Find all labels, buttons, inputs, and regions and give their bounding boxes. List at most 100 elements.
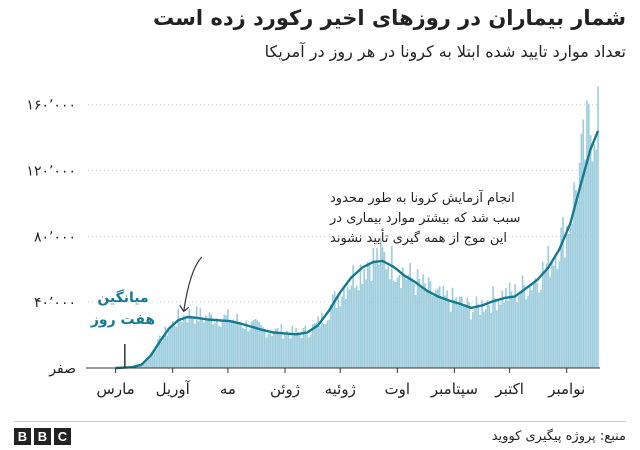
daily-bar [219,326,222,368]
daily-bar [589,135,592,368]
daily-bar [214,322,216,368]
daily-bar [322,323,325,368]
daily-bar [157,338,159,368]
daily-bar [416,269,419,368]
daily-bar [238,322,240,368]
daily-bar [536,282,539,368]
daily-bar [484,309,487,368]
series-label: هفت روز [90,312,155,328]
daily-bar [455,297,458,368]
daily-bar [486,299,489,368]
daily-bar [199,308,202,368]
daily-bar [247,331,250,368]
footer-divider [14,421,626,422]
daily-bar [350,285,353,368]
daily-bar [147,358,150,368]
daily-bar [413,283,415,368]
daily-bar [492,286,494,368]
daily-bar [567,233,570,368]
bbc-logo: B B C [14,428,71,445]
daily-bar [337,295,340,368]
daily-bar [317,316,319,368]
daily-bar [405,279,408,368]
daily-bar [182,314,185,368]
daily-bar [436,288,439,368]
daily-bar [418,278,421,368]
daily-bar [332,294,334,368]
daily-bar [586,100,588,368]
daily-bar [514,284,516,368]
daily-bar [440,297,443,368]
daily-bar [155,350,157,368]
daily-bar [341,296,343,368]
x-tick-label: اکتبر [494,380,524,398]
daily-bar [477,304,480,368]
daily-bar [392,280,395,368]
daily-bar [403,275,406,368]
daily-bar [241,327,244,368]
daily-bar [297,332,299,368]
daily-bar [367,261,369,368]
daily-bar [153,351,156,368]
daily-bar [330,304,332,368]
daily-bar [287,333,290,368]
daily-bar [197,321,200,368]
daily-bar [556,269,559,368]
daily-bar [398,275,400,368]
daily-bar [518,295,520,368]
daily-bar [429,281,432,368]
daily-bar [164,326,167,368]
daily-bar [425,291,428,368]
x-tick-label: ژوئیه [325,380,356,398]
daily-bar [580,133,583,368]
daily-bar [295,327,297,368]
daily-bar [571,224,574,368]
daily-bar [188,309,191,368]
daily-bar [490,312,493,368]
daily-bar [448,301,450,368]
daily-bar [462,304,465,368]
daily-bar [519,292,522,368]
daily-bar [168,329,170,368]
daily-bar [525,299,528,368]
daily-bar [300,338,303,368]
daily-bar [597,86,599,369]
daily-bar [313,323,316,368]
daily-bar [223,314,226,368]
daily-bar [453,299,456,368]
daily-bar [181,321,183,368]
daily-bar [210,314,213,368]
y-tick-label: ۱۲۰٬۰۰۰ [26,164,76,180]
daily-bar [335,307,338,368]
daily-bar [543,270,546,368]
daily-bar [328,319,331,368]
daily-bar [503,302,505,368]
daily-bar [374,260,377,368]
daily-bar [459,296,461,368]
daily-bar [140,364,143,368]
daily-bar [184,318,187,368]
daily-bar [274,328,277,368]
daily-bar [265,337,268,368]
daily-bar [564,257,566,368]
daily-bar [558,261,561,368]
daily-bar [494,297,496,368]
x-tick-label: مه [220,380,236,398]
daily-bar [203,322,205,368]
daily-bar [488,305,491,368]
daily-bar [260,324,262,368]
daily-bar [402,267,404,368]
daily-bar [506,300,509,368]
daily-bar [221,319,224,368]
daily-bar [205,315,207,368]
daily-bar [359,264,362,368]
daily-bar [468,302,470,368]
daily-bar [470,319,472,368]
daily-bar [339,306,342,368]
daily-bar [321,312,323,368]
daily-bar [282,338,284,368]
daily-bar [389,279,391,368]
daily-bar [201,317,203,368]
daily-bar [302,327,305,368]
daily-bar [591,161,594,368]
